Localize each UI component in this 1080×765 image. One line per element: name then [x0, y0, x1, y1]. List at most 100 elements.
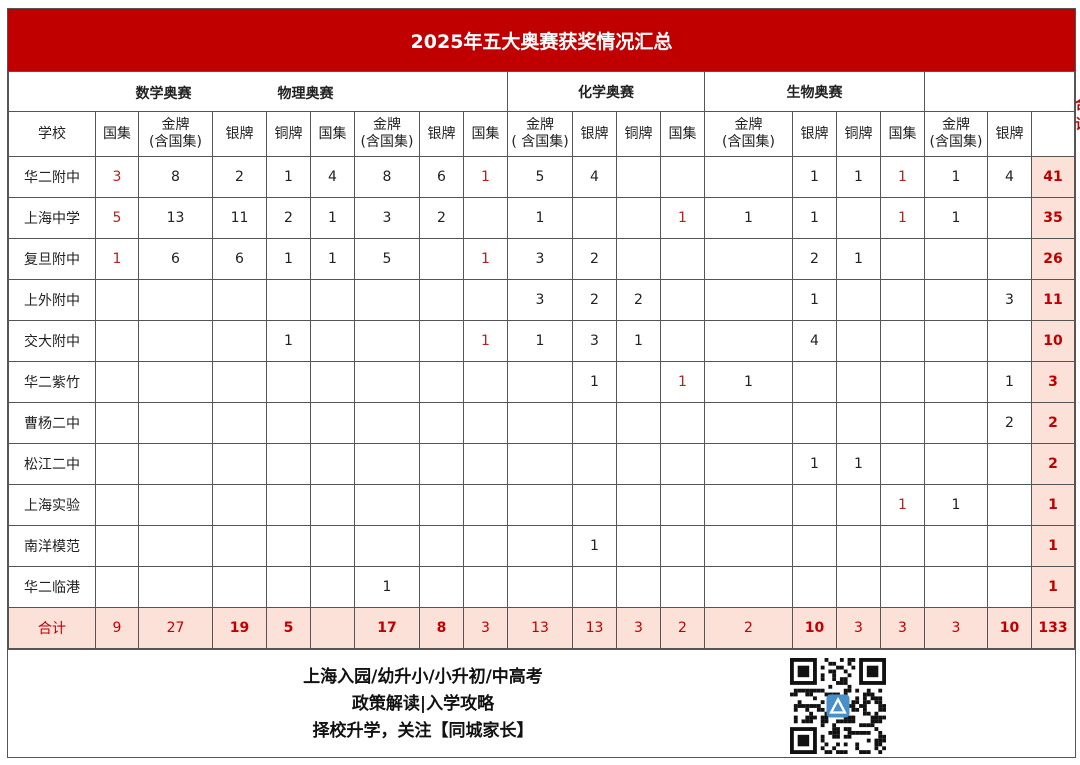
value-cell: 1 — [880, 484, 925, 526]
row-total: 10 — [1031, 320, 1075, 362]
value-cell: 4 — [792, 320, 837, 362]
value-cell — [836, 484, 881, 526]
value-cell — [310, 320, 355, 362]
sub-header: 金牌 (含国集) — [704, 111, 793, 157]
value-cell — [704, 525, 793, 567]
value-cell — [463, 402, 508, 444]
total-cell — [310, 607, 355, 649]
total-cell: 3 — [463, 607, 508, 649]
sub-header: 国集 — [95, 111, 139, 157]
row-total: 2 — [1031, 443, 1075, 485]
value-cell — [507, 402, 573, 444]
footer: 上海入园/幼升小/小升初/中高考 政策解读|入学攻略 择校升学，关注【同城家长】 — [8, 649, 1075, 757]
value-cell: 1 — [266, 320, 311, 362]
total-cell: 10 — [987, 607, 1032, 649]
value-cell: 11 — [212, 197, 267, 239]
total-cell: 27 — [138, 607, 213, 649]
value-cell — [987, 238, 1032, 280]
value-cell — [836, 566, 881, 608]
value-cell — [836, 197, 881, 239]
value-cell — [463, 443, 508, 485]
value-cell — [507, 361, 573, 403]
value-cell: 2 — [572, 238, 617, 280]
value-cell — [95, 443, 139, 485]
summary-sheet: 2025年五大奥赛获奖情况汇总 数学奥赛物理奥赛化学奥赛生物奥赛合计学校国集金牌… — [7, 8, 1080, 758]
value-cell: 1 — [987, 361, 1032, 403]
value-cell — [704, 443, 793, 485]
table-row: 上海实验 1 1 1 — [8, 484, 1075, 526]
value-cell — [660, 320, 705, 362]
value-cell: 1 — [616, 320, 661, 362]
total-cell: 9 — [95, 607, 139, 649]
table-row: 华二紫竹 1 1 1 1 3 — [8, 361, 1075, 403]
sub-header: 金牌 (含国集) — [138, 111, 213, 157]
value-cell: 3 — [507, 279, 573, 321]
school-name: 交大附中 — [8, 320, 96, 362]
school-name: 华二紫竹 — [8, 361, 96, 403]
group-blank — [924, 71, 1075, 112]
footer-line: 政策解读|入学攻略 — [351, 694, 495, 714]
value-cell — [507, 525, 573, 567]
value-cell: 5 — [354, 238, 420, 280]
value-cell — [880, 238, 925, 280]
value-cell — [507, 566, 573, 608]
value-cell — [836, 525, 881, 567]
footer-line: 上海入园/幼升小/小升初/中高考 — [303, 667, 543, 687]
sub-header: 银牌 — [419, 111, 464, 157]
value-cell — [792, 525, 837, 567]
value-cell: 1 — [836, 443, 881, 485]
value-cell — [266, 443, 311, 485]
value-cell: 1 — [310, 238, 355, 280]
value-cell: 4 — [310, 156, 355, 198]
value-cell — [354, 484, 420, 526]
value-cell — [987, 197, 1032, 239]
sub-header: 铜牌 — [266, 111, 311, 157]
value-cell — [704, 238, 793, 280]
value-cell: 1 — [792, 197, 837, 239]
value-cell — [463, 361, 508, 403]
value-cell: 2 — [419, 197, 464, 239]
total-cell: 17 — [354, 607, 420, 649]
sub-header: 国集 — [880, 111, 925, 157]
value-cell — [310, 402, 355, 444]
value-cell — [660, 279, 705, 321]
group-chemistry: 化学奥赛 — [507, 71, 705, 112]
value-cell — [266, 402, 311, 444]
total-cell: 5 — [266, 607, 311, 649]
value-cell — [880, 443, 925, 485]
value-cell: 1 — [704, 361, 793, 403]
sub-header: 铜牌 — [836, 111, 881, 157]
value-cell — [616, 156, 661, 198]
value-cell: 8 — [354, 156, 420, 198]
value-cell — [266, 279, 311, 321]
value-cell — [987, 525, 1032, 567]
value-cell — [138, 484, 213, 526]
value-cell: 1 — [660, 361, 705, 403]
total-cell: 3 — [880, 607, 925, 649]
total-cell: 8 — [419, 607, 464, 649]
value-cell: 1 — [704, 197, 793, 239]
value-cell: 6 — [419, 156, 464, 198]
total-cell: 3 — [924, 607, 988, 649]
value-cell: 4 — [987, 156, 1032, 198]
row-total: 3 — [1031, 361, 1075, 403]
value-cell: 5 — [507, 156, 573, 198]
value-cell — [660, 238, 705, 280]
value-cell — [419, 361, 464, 403]
school-name: 复旦附中 — [8, 238, 96, 280]
value-cell — [880, 361, 925, 403]
value-cell — [354, 320, 420, 362]
value-cell — [616, 197, 661, 239]
value-cell — [836, 320, 881, 362]
value-cell: 5 — [95, 197, 139, 239]
value-cell — [616, 484, 661, 526]
value-cell — [419, 279, 464, 321]
value-cell — [310, 443, 355, 485]
value-cell — [987, 320, 1032, 362]
value-cell — [138, 320, 213, 362]
school-name: 上海实验 — [8, 484, 96, 526]
school-name: 上外附中 — [8, 279, 96, 321]
value-cell — [95, 320, 139, 362]
value-cell — [419, 566, 464, 608]
sub-header: 银牌 — [987, 111, 1032, 157]
